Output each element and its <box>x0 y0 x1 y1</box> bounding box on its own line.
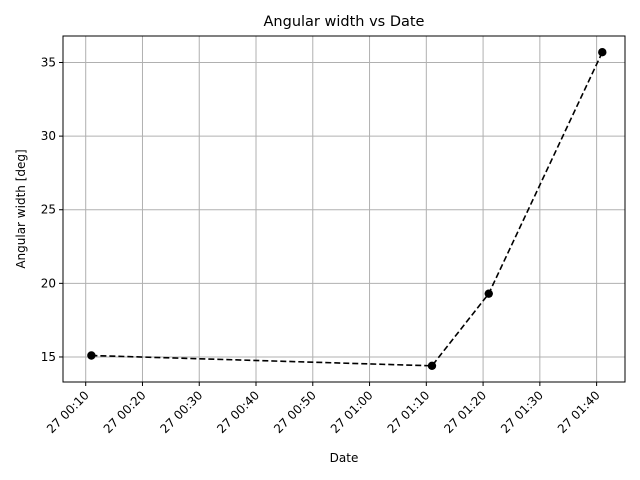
x-tick-label: 27 01:10 <box>385 388 433 436</box>
y-tick-label: 20 <box>41 276 56 290</box>
y-tick-label: 25 <box>41 203 56 217</box>
y-tick-label: 35 <box>41 56 56 70</box>
x-tick-label: 27 01:30 <box>498 388 546 436</box>
data-point <box>484 289 493 298</box>
x-tick-label: 27 00:50 <box>271 388 319 436</box>
x-axis: 27 00:10 27 00:20 27 00:30 27 00:40 27 00:50… <box>44 382 603 436</box>
y-tick-label: 30 <box>41 129 56 143</box>
x-tick-label: 27 01:20 <box>441 388 489 436</box>
x-tick-label: 27 01:40 <box>555 388 603 436</box>
y-axis: 15 20 25 30 35 <box>41 56 63 364</box>
x-tick-label: 27 00:30 <box>158 388 206 436</box>
x-axis-label: Date <box>330 451 359 465</box>
x-tick-label: 27 00:20 <box>101 388 149 436</box>
data-point <box>598 47 607 57</box>
plot-frame <box>62 35 626 383</box>
series-layer <box>87 47 607 371</box>
x-tick-label: 27 00:40 <box>214 388 262 436</box>
x-tick-label: 27 00:10 <box>44 388 92 436</box>
x-tick-label: 27 01:00 <box>328 388 376 436</box>
plot-background <box>63 36 625 382</box>
chart-title: Angular width vs Date <box>264 14 425 30</box>
y-axis-label: Angular width [deg] <box>14 149 28 268</box>
y-tick-label: 15 <box>41 350 56 364</box>
data-point <box>87 351 96 360</box>
data-point <box>427 361 437 371</box>
